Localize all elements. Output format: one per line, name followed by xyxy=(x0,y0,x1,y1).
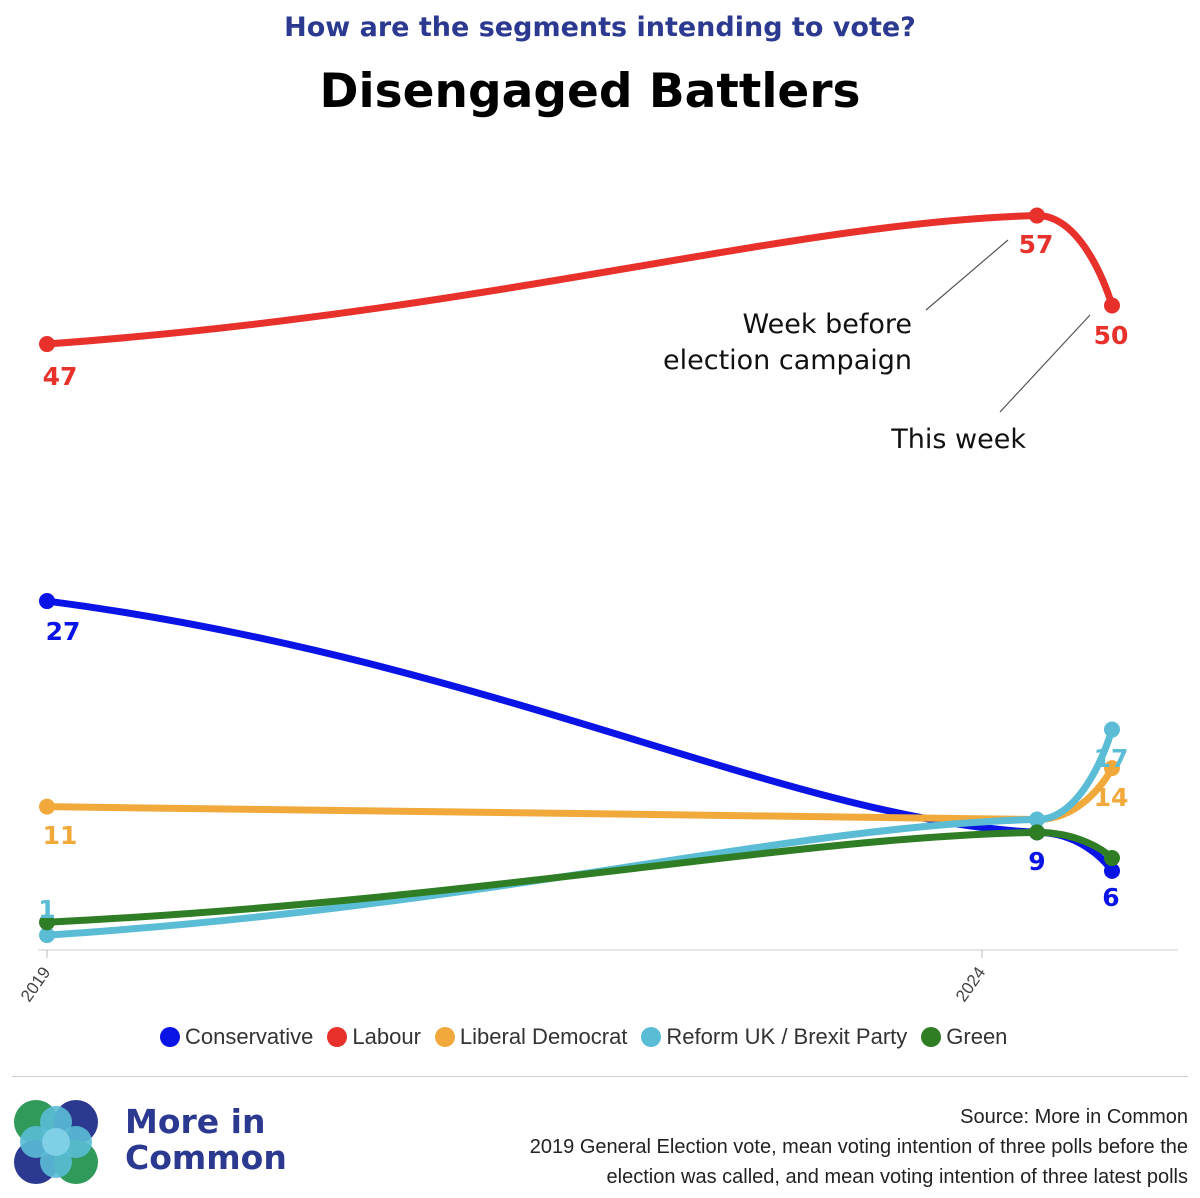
data-point-liberal-democrat xyxy=(39,798,55,815)
annotation-week-before-line-1: Week before xyxy=(743,309,912,340)
data-point-reform-uk-brexit-party xyxy=(1029,811,1045,828)
x-tick-label: 2024 xyxy=(952,963,989,1005)
more-in-common-logo-icon xyxy=(14,1100,98,1184)
brand-name: More in Common xyxy=(125,1104,287,1176)
legend-swatch xyxy=(327,1027,348,1047)
data-point-green xyxy=(1104,850,1120,867)
legend-item: Reform UK / Brexit Party xyxy=(641,1024,907,1050)
legend-label: Labour xyxy=(352,1024,421,1049)
brand-line-1: More in xyxy=(125,1102,266,1141)
legend-label: Liberal Democrat xyxy=(459,1024,628,1049)
series-line-liberal-democrat xyxy=(43,764,1116,824)
data-label-labour: 50 xyxy=(1094,321,1129,350)
data-point-liberal-democrat xyxy=(1104,760,1120,777)
data-label-reform-uk-brexit-party: 1 xyxy=(38,895,55,924)
data-point-conservative xyxy=(1104,862,1120,879)
data-label-reform-uk-brexit-party: 17 xyxy=(1094,744,1129,773)
series-line-reform-uk-brexit-party xyxy=(43,726,1116,939)
annotation-leader-line xyxy=(999,314,1091,413)
series-line-labour xyxy=(43,212,1116,348)
chart-title: Disengaged Battlers xyxy=(319,64,861,119)
legend-item: Labour xyxy=(327,1024,421,1050)
data-point-green xyxy=(1029,824,1045,841)
annotation-this-week: This week xyxy=(890,424,1026,455)
data-point-green xyxy=(39,914,55,931)
data-point-labour xyxy=(1029,207,1045,224)
legend-swatch xyxy=(921,1027,942,1047)
data-point-reform-uk-brexit-party xyxy=(1104,721,1120,738)
legend-swatch xyxy=(641,1027,662,1047)
legend-swatch xyxy=(434,1027,455,1047)
data-label-conservative: 27 xyxy=(46,617,81,646)
data-label-conservative: 6 xyxy=(1102,883,1119,912)
chart-legend: Conservative Labour Liberal Democrat Reform… xyxy=(160,1024,1007,1050)
legend-item: Liberal Democrat xyxy=(434,1024,628,1050)
legend-item: Conservative xyxy=(160,1024,313,1050)
source-line-1: Source: More in Common xyxy=(960,1106,1188,1128)
legend-item: Green xyxy=(921,1024,1007,1050)
data-label-liberal-democrat: 14 xyxy=(1094,783,1129,812)
annotation-week-before-line-2: election campaign xyxy=(663,345,912,376)
series-line-conservative xyxy=(43,597,1116,875)
brand-line-2: Common xyxy=(125,1138,287,1177)
source-note: Source: More in Common 2019 General Elec… xyxy=(530,1102,1188,1192)
footer-divider xyxy=(12,1076,1188,1077)
legend-label: Conservative xyxy=(185,1024,314,1049)
x-tick-label: 2019 xyxy=(17,963,54,1005)
legend-label: Reform UK / Brexit Party xyxy=(666,1024,908,1049)
legend-label: Green xyxy=(946,1024,1008,1049)
data-label-liberal-democrat: 11 xyxy=(43,821,78,850)
data-point-labour xyxy=(1104,297,1120,314)
source-line-3: election was called, and mean voting int… xyxy=(606,1166,1188,1188)
legend-swatch xyxy=(160,1027,180,1047)
chart-subtitle: How are the segments intending to vote? xyxy=(284,12,916,43)
data-point-conservative xyxy=(39,593,55,610)
series-line-green xyxy=(43,828,1116,926)
annotation-leader-line xyxy=(925,239,1009,311)
data-point-labour xyxy=(39,336,55,353)
source-line-2: 2019 General Election vote, mean voting … xyxy=(529,1136,1188,1158)
data-label-conservative: 9 xyxy=(1028,847,1045,876)
data-point-reform-uk-brexit-party xyxy=(39,927,55,944)
data-label-labour: 47 xyxy=(43,362,78,391)
line-chart: 2019 2024 27 9 6 47 57 50 11 14 1 17 Week before elec… xyxy=(17,207,1178,1005)
data-label-labour: 57 xyxy=(1019,230,1054,259)
